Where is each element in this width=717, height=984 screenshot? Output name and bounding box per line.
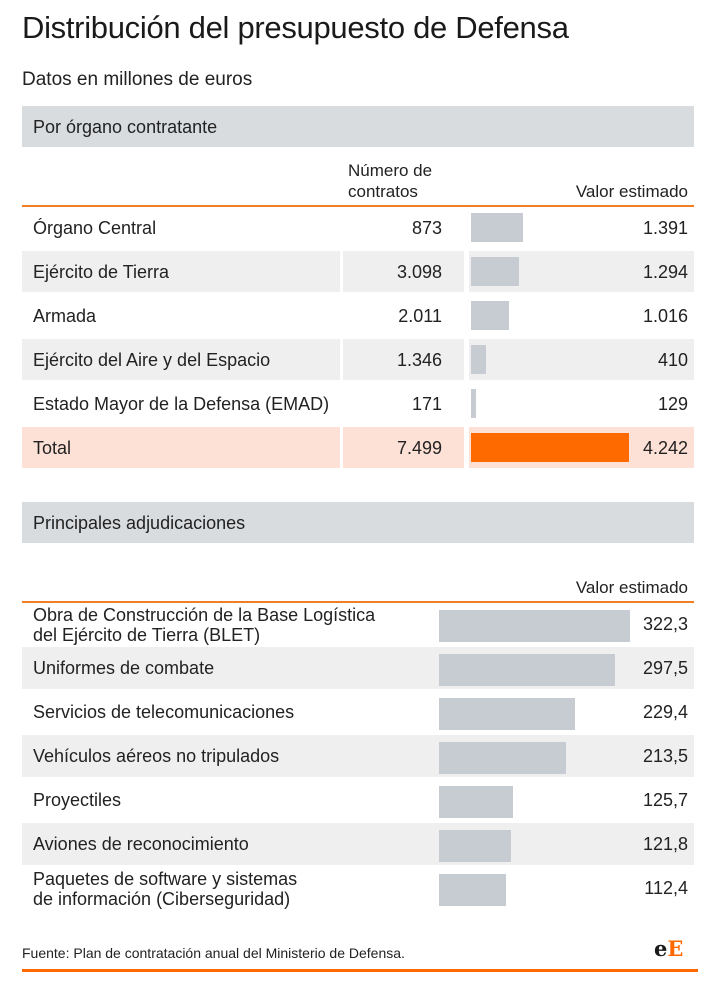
contracts-value: 7.499 [396,438,442,458]
bar [439,654,616,686]
cell-bg [22,339,340,380]
estimated-value: 1.294 [642,262,688,282]
bar [471,257,520,286]
table-row: Armada 2.011 1.016 [22,295,694,336]
estimated-value: 213,5 [642,746,688,766]
cell-bg [22,427,340,468]
table-header-rule [22,205,694,207]
row-label-line: del Ejército de Tierra (BLET) [33,625,261,645]
bar [471,213,523,242]
estimated-value: 410 [657,350,688,370]
row-label: Estado Mayor de la Defensa (EMAD) [33,394,330,414]
source-note: Fuente: Plan de contratación anual del M… [22,945,405,961]
row-label-line: de información (Ciberseguridad) [33,889,291,909]
cell-bg [343,251,464,292]
col-head-value-2: Valor estimado [575,578,688,597]
cell-bg [343,383,464,424]
bar [471,345,487,374]
estimated-value: 121,8 [642,834,688,854]
logo: eE [654,936,683,961]
row-label: Ejército del Aire y del Espacio [33,350,271,370]
estimated-value: 4.242 [642,438,688,458]
row-label: Armada [33,306,97,326]
row-label: Aviones de reconocimiento [33,834,428,854]
contracts-value: 3.098 [396,262,442,282]
contracts-value: 171 [411,394,442,414]
table-row: Obra de Construcción de la Base Logístic… [22,603,694,645]
cell-bg [22,735,694,777]
row-label: Paquetes de software y sistemas de inform… [33,869,428,909]
estimated-value: 1.016 [642,306,688,326]
row-label: Vehículos aéreos no tripulados [33,746,428,766]
table-row: Paquetes de software y sistemas de inform… [22,867,694,909]
estimated-value: 125,7 [642,790,688,810]
table-row: Órgano Central 873 1.391 [22,207,694,248]
page-subtitle: Datos en millones de euros [22,69,253,90]
bar [439,874,506,906]
cell-bg [22,251,340,292]
col-head-contracts-line1: Número de [348,161,433,180]
bar [439,830,512,862]
row-label-line: Aviones de reconocimiento [33,834,249,854]
bar [439,742,566,774]
estimated-value: 1.391 [642,218,688,238]
row-label-line: Vehículos aéreos no tripulados [33,746,280,766]
section-heading-label: Principales adjudicaciones [33,513,246,533]
bar-total [471,433,629,462]
row-label: Obra de Construcción de la Base Logístic… [33,605,428,645]
estimated-value: 297,5 [642,658,688,678]
section-heading-adjudicaciones: Principales adjudicaciones [22,502,694,543]
row-label-line: Uniformes de combate [33,658,215,678]
cell-bg [343,427,464,468]
logo-e2: E [667,936,684,961]
row-label-line: Proyectiles [33,790,122,810]
table-row: Estado Mayor de la Defensa (EMAD) 171 129 [22,383,694,424]
chart-header-rule [22,601,694,603]
row-label: Uniformes de combate [33,658,428,678]
col-head-contracts: Número de contratos [348,160,432,202]
table-row: Ejército del Aire y del Espacio 1.346 410 [22,339,694,380]
cell-bg [343,207,464,248]
section-heading-label: Por órgano contratante [33,117,218,137]
page-title: Distribución del presupuesto de Defensa [22,10,569,45]
row-label-line: Servicios de telecomunicaciones [33,702,295,722]
estimated-value: 322,3 [642,614,688,634]
estimated-value: 129 [657,394,688,414]
cell-bg [469,339,694,380]
table-row: Proyectiles 125,7 [22,779,694,821]
table-row: Ejército de Tierra 3.098 1.294 [22,251,694,292]
contracts-value: 2.011 [398,306,442,326]
contracts-value: 873 [411,218,442,238]
row-label: Servicios de telecomunicaciones [33,702,428,722]
estimated-value: 112,4 [644,878,688,898]
col-head-contracts-line2: contratos [348,182,418,201]
logo-e1: e [654,936,668,961]
bar [439,698,575,730]
bar [471,389,476,418]
row-label: Proyectiles [33,790,428,810]
row-label-line: Paquetes de software y sistemas [33,869,298,889]
table-row-total: Total 7.499 4.242 [22,427,694,468]
row-label: Órgano Central [33,218,157,238]
bar [439,610,630,642]
bar [471,301,509,330]
col-head-value: Valor estimado [575,182,688,201]
cell-bg [343,339,464,380]
row-label-line: Obra de Construcción de la Base Logístic… [33,605,376,625]
table-row: Servicios de telecomunicaciones 229,4 [22,691,694,733]
table-row: Uniformes de combate 297,5 [22,647,694,689]
cell-bg [22,823,694,865]
bar [439,786,514,818]
table-row: Vehículos aéreos no tripulados 213,5 [22,735,694,777]
estimated-value: 229,4 [642,702,688,722]
section-heading-organo: Por órgano contratante [22,106,694,147]
row-label: Ejército de Tierra [33,262,170,282]
row-label: Total [33,438,72,458]
table-row: Aviones de reconocimiento 121,8 [22,823,694,865]
bottom-rule [22,969,698,972]
contracts-value: 1.346 [396,350,442,370]
